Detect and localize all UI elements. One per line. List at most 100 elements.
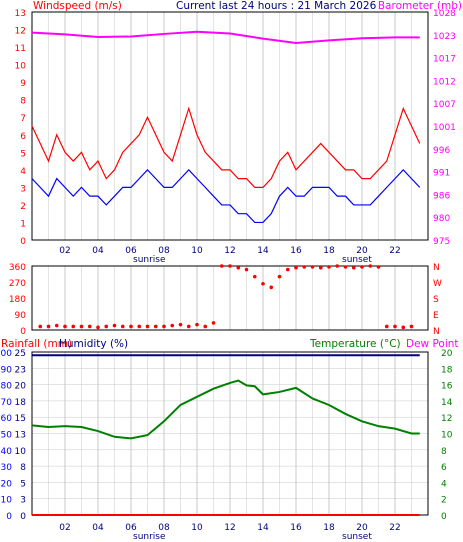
dir-point: [38, 324, 43, 329]
dir-point: [186, 324, 191, 329]
dir-point: [104, 324, 109, 329]
dir-point: [393, 324, 397, 329]
rain-y-tick: 18: [15, 398, 27, 408]
baro-y-tick: 1028: [433, 9, 456, 19]
rain-y-tick: 3: [20, 496, 26, 506]
wind-x-tick: 12: [224, 246, 235, 256]
sunrise-label-top: sunrise: [133, 255, 166, 265]
sunset-label-top: sunset: [342, 255, 372, 265]
dir-point: [343, 265, 348, 269]
dir-point: [153, 324, 158, 329]
baro-y-tick: 1001: [433, 123, 456, 133]
rain-y-tick: 0: [20, 512, 26, 522]
temperature-title: Temperature (°C): [309, 338, 401, 350]
dir-point: [351, 265, 356, 270]
wind-series-barometer: [31, 30, 420, 44]
dir-point: [79, 324, 84, 329]
dir-point: [219, 264, 224, 268]
dir-compass-tick: N: [433, 327, 440, 337]
wind-x-tick: 02: [59, 246, 70, 256]
dir-point: [252, 274, 257, 279]
dir-point: [409, 324, 414, 329]
dir-point: [162, 324, 166, 329]
baro-y-tick: 980: [433, 214, 450, 224]
wind-x-tick: 22: [389, 246, 400, 256]
humidity-y-tick: 10: [1, 496, 13, 506]
dir-point: [261, 281, 265, 286]
wind-x-tick: 10: [191, 246, 203, 256]
temp-x-tick: 16: [290, 523, 302, 533]
dir-point: [302, 265, 307, 269]
wind-y-tick: 0: [20, 237, 26, 247]
sunrise-label-bottom: sunrise: [133, 532, 166, 542]
baro-y-tick: 996: [433, 146, 450, 156]
dir-point: [195, 322, 199, 327]
wind-x-tick: 20: [356, 246, 368, 256]
dewpoint-title: Dew Point: [406, 338, 459, 350]
wind-series-speed: [31, 168, 421, 224]
dir-point: [277, 274, 282, 279]
dir-point: [244, 267, 249, 272]
dir-point: [170, 323, 175, 328]
temp-x-tick: 04: [92, 523, 104, 533]
temp-x-tick: 12: [224, 523, 235, 533]
wind-y-tick: 3: [20, 184, 26, 194]
temp-x-tick: 20: [356, 523, 368, 533]
temp-x-tick: 06: [125, 523, 137, 533]
rain-y-tick: 15: [15, 414, 26, 424]
dir-point: [294, 265, 298, 270]
windspeed-title: Windspeed (m/s): [33, 0, 122, 12]
dir-point: [269, 285, 274, 290]
dir-y-tick: 360: [9, 263, 26, 273]
dir-point: [87, 324, 92, 329]
temp-x-tick: 22: [389, 523, 400, 533]
temp-x-tick: 18: [323, 523, 335, 533]
dir-point: [384, 324, 389, 329]
dir-point: [401, 325, 406, 330]
wind-y-tick: 2: [20, 202, 26, 212]
baro-y-tick: 1023: [433, 32, 456, 42]
humidity-y-tick: 30: [1, 463, 13, 473]
rainfall-title: Rainfall (mm): [1, 338, 72, 350]
temp-y-tick: 0: [441, 512, 447, 522]
humidity-y-tick: 60: [1, 414, 13, 424]
dir-compass-tick: S: [433, 295, 439, 305]
temp-y-tick: 18: [441, 365, 453, 375]
dir-point: [228, 264, 232, 268]
rain-y-tick: 10: [15, 447, 27, 457]
dir-point: [129, 324, 133, 329]
temp-series-temperature: [31, 379, 420, 440]
dir-point: [211, 321, 216, 325]
dir-point: [54, 323, 59, 328]
wind-x-tick: 08: [158, 246, 170, 256]
dir-y-tick: 270: [9, 279, 26, 289]
baro-y-tick: 991: [433, 169, 450, 179]
dir-y-tick: 90: [15, 311, 27, 321]
dir-point: [368, 264, 373, 268]
rain-y-tick: 5: [20, 479, 26, 489]
temp-x-tick: 10: [191, 523, 203, 533]
baro-y-tick: 975: [433, 237, 450, 247]
dir-compass-tick: W: [433, 279, 442, 289]
dir-point: [285, 267, 290, 272]
humidity-y-tick: 90: [1, 365, 13, 375]
temp-y-tick: 16: [441, 382, 453, 392]
rain-y-tick: 25: [15, 349, 26, 359]
dir-point: [120, 324, 125, 329]
humidity-y-tick: 100: [0, 349, 12, 359]
temp-y-tick: 4: [441, 479, 447, 489]
current-date-title: Current last 24 hours : 21 March 2026: [176, 0, 377, 12]
temp-x-tick: 02: [59, 523, 70, 533]
temp-x-tick: 14: [257, 523, 269, 533]
temp-y-tick: 2: [441, 496, 447, 506]
temp-y-tick: 6: [441, 463, 447, 473]
dir-point: [376, 265, 381, 269]
dir-point: [360, 265, 364, 269]
wind-y-tick: 13: [15, 9, 26, 19]
dir-point: [236, 265, 241, 270]
wind-y-tick: 10: [15, 62, 27, 72]
humidity-y-tick: 80: [1, 382, 13, 392]
dir-point: [137, 324, 142, 329]
wind-x-tick: 14: [257, 246, 269, 256]
